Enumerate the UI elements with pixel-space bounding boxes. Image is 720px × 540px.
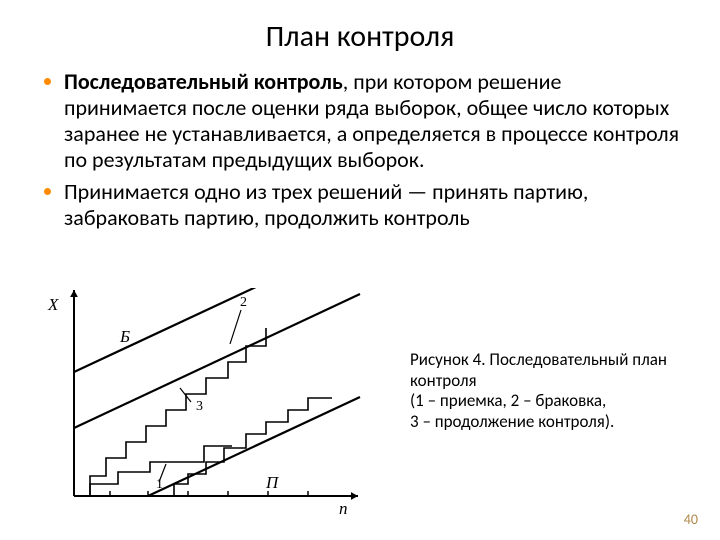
figure-area: nXБП123 Рисунок 4. Последовательный план…	[40, 288, 680, 518]
svg-text:Б: Б	[119, 327, 130, 346]
bullet-2-text: Принимается одно из трех решений — приня…	[64, 178, 588, 231]
svg-text:3: 3	[196, 399, 203, 414]
svg-text:1: 1	[156, 477, 163, 492]
svg-text:П: П	[265, 473, 280, 492]
svg-text:n: n	[339, 499, 348, 518]
bullet-list: Последовательный контроль, при котором р…	[40, 69, 680, 231]
sequential-plan-diagram: n X Б П 1 2 3	[40, 288, 370, 518]
caption-line-1: Рисунок 4. Последовательный план контрол…	[410, 350, 690, 391]
caption-line-2: (1 – приемка, 2 – браковка,	[410, 391, 690, 412]
bullet-1-lead: Последовательный контроль	[64, 68, 343, 95]
svg-text:X: X	[47, 295, 59, 314]
figure-caption: Рисунок 4. Последовательный план контрол…	[410, 350, 690, 433]
bullet-1: Последовательный контроль, при котором р…	[40, 69, 680, 173]
slide-title: План контроля	[40, 18, 680, 55]
caption-line-3: 3 – продолжение контроля).	[410, 412, 690, 433]
bullet-2: Принимается одно из трех решений — приня…	[40, 179, 680, 231]
svg-text:2: 2	[240, 295, 247, 310]
page-number: 40	[684, 511, 698, 528]
